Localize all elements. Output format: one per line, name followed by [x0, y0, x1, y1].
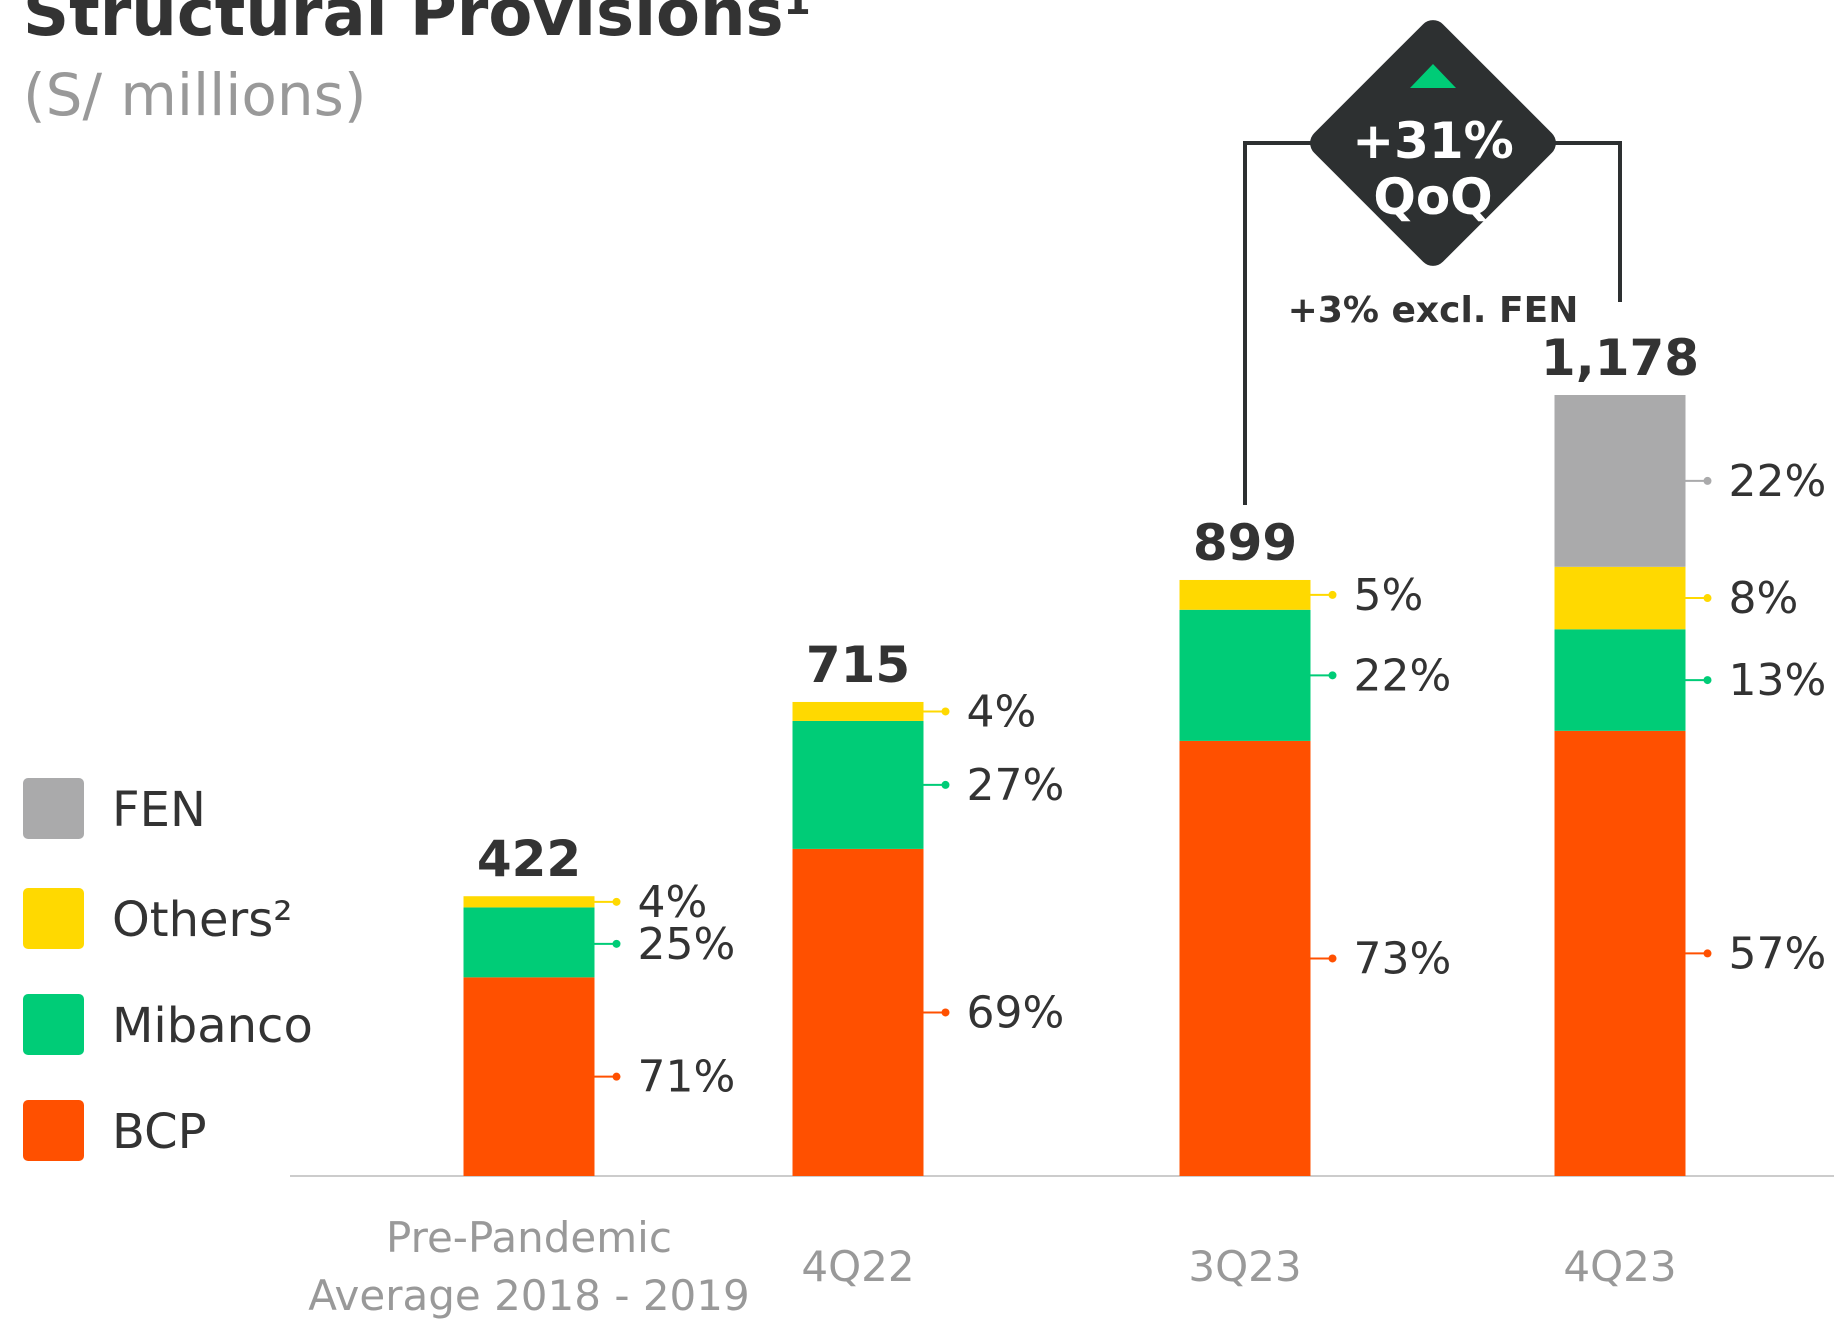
percent-label: 13% — [1729, 655, 1827, 706]
percent-label: 27% — [967, 760, 1065, 811]
bar-segment — [463, 896, 595, 908]
bar-segment — [792, 720, 924, 849]
leader-dot — [941, 1008, 950, 1017]
legend-label: Others² — [112, 892, 293, 948]
change-label: +31% — [1352, 112, 1514, 170]
up-arrow — [1410, 64, 1456, 88]
legend-swatch — [23, 778, 84, 839]
total-label: 899 — [1193, 514, 1297, 572]
bar-segment — [792, 848, 924, 1176]
percent-label: 4% — [638, 877, 708, 928]
bar-segment — [1554, 566, 1686, 630]
x-tick-label: Pre-Pandemic Average 2018 - 2019 — [308, 1213, 750, 1320]
bar-segment — [792, 701, 924, 721]
bar-segment — [1179, 579, 1311, 610]
leader-dot — [1328, 954, 1337, 963]
leader-dot — [1328, 590, 1337, 599]
leader-dot — [612, 939, 621, 948]
legend-swatch — [23, 888, 84, 949]
bar-segment — [1554, 629, 1686, 731]
percent-label: 57% — [1729, 928, 1827, 979]
chart-subtitle: (S/ millions) — [23, 61, 366, 129]
diamond — [1310, 20, 1556, 266]
percent-label: 4% — [967, 686, 1037, 737]
percent-label: 73% — [1354, 933, 1452, 984]
leader-dot — [1328, 671, 1337, 680]
leader-dot — [612, 1072, 621, 1081]
bar-segment — [1554, 395, 1686, 567]
legend-label: Mibanco — [112, 998, 313, 1054]
percent-label: 5% — [1354, 570, 1424, 621]
x-tick-label: 4Q22 — [801, 1242, 915, 1291]
percent-label: 8% — [1729, 573, 1799, 624]
leader-dot — [941, 707, 950, 716]
x-tick-label: 4Q23 — [1563, 1242, 1677, 1291]
period-label: QoQ — [1373, 168, 1492, 226]
total-label: 422 — [477, 830, 581, 888]
leader-dot — [1703, 594, 1712, 603]
percent-label: 22% — [1354, 650, 1452, 701]
percent-label: 69% — [967, 987, 1065, 1038]
leader-dot — [1703, 676, 1712, 685]
bar-segment — [1179, 740, 1311, 1176]
bar-segment — [1179, 609, 1311, 741]
legend-swatch — [23, 994, 84, 1055]
bar-segment — [1554, 730, 1686, 1176]
bar-segment — [463, 907, 595, 978]
leader-dot — [1703, 949, 1712, 958]
x-tick-label: 3Q23 — [1188, 1242, 1302, 1291]
leader-dot — [612, 897, 621, 906]
leader-dot — [1703, 476, 1712, 485]
chart-title: Structural Provisions¹ — [23, 0, 812, 51]
total-label: 1,178 — [1541, 329, 1699, 387]
legend-label: FEN — [112, 782, 206, 838]
percent-label: 25% — [638, 919, 736, 970]
bar-segment — [463, 977, 595, 1176]
note-label: +3% excl. FEN — [1288, 290, 1579, 331]
percent-label: 22% — [1729, 456, 1827, 507]
legend-label: BCP — [112, 1104, 207, 1160]
leader-dot — [941, 780, 950, 789]
total-label: 715 — [806, 636, 910, 694]
legend-swatch — [23, 1100, 84, 1161]
percent-label: 71% — [638, 1052, 736, 1103]
